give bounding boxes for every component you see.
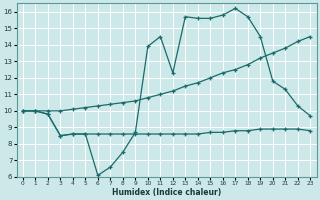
X-axis label: Humidex (Indice chaleur): Humidex (Indice chaleur) <box>112 188 221 197</box>
